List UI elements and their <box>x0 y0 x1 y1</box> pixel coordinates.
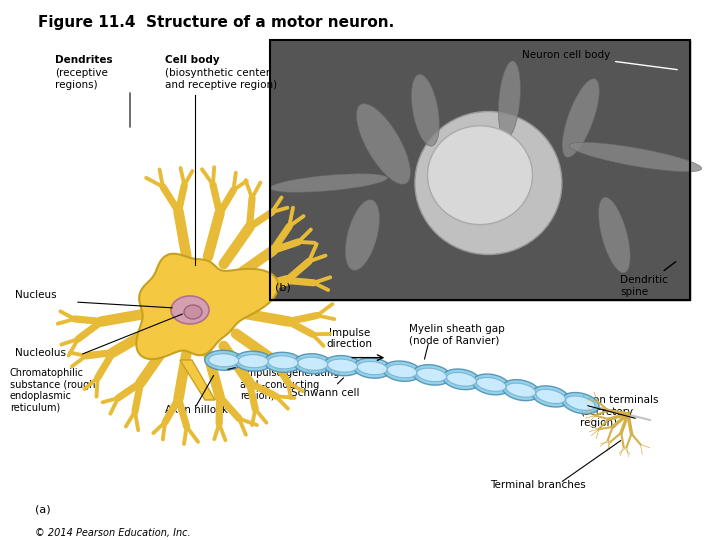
Ellipse shape <box>357 361 387 375</box>
Text: Myelin sheath gap
(node of Ranvier): Myelin sheath gap (node of Ranvier) <box>409 324 505 346</box>
Bar <box>270 40 690 300</box>
Ellipse shape <box>323 355 361 376</box>
Ellipse shape <box>598 197 630 273</box>
Ellipse shape <box>184 305 202 319</box>
Text: Schwann cell: Schwann cell <box>292 388 360 398</box>
Polygon shape <box>180 360 215 400</box>
Ellipse shape <box>209 354 239 367</box>
Text: Nucleolus: Nucleolus <box>15 348 66 358</box>
Ellipse shape <box>294 354 332 374</box>
Ellipse shape <box>238 355 269 368</box>
Text: Axon terminals
(secretory
region): Axon terminals (secretory region) <box>580 395 659 428</box>
FancyBboxPatch shape <box>270 40 690 300</box>
Ellipse shape <box>472 374 510 395</box>
Ellipse shape <box>346 200 379 271</box>
Text: (biosynthetic center
and receptive region): (biosynthetic center and receptive regio… <box>165 68 277 90</box>
Text: (impulse-generating
and -conducting
region): (impulse-generating and -conducting regi… <box>240 368 339 401</box>
Ellipse shape <box>417 368 446 382</box>
Text: Axon hillock: Axon hillock <box>165 405 228 415</box>
Ellipse shape <box>570 142 701 172</box>
Text: Axon: Axon <box>240 355 269 365</box>
Ellipse shape <box>204 350 243 370</box>
Ellipse shape <box>387 364 417 378</box>
Ellipse shape <box>235 351 272 371</box>
Ellipse shape <box>264 352 302 373</box>
Ellipse shape <box>171 296 209 324</box>
Ellipse shape <box>328 359 358 372</box>
Ellipse shape <box>443 369 480 390</box>
Text: Chromatophilic
substance (rough
endoplasmic
reticulum): Chromatophilic substance (rough endoplas… <box>10 368 96 413</box>
Text: Dendritic
spine: Dendritic spine <box>620 262 676 296</box>
Ellipse shape <box>411 75 439 146</box>
Ellipse shape <box>356 104 410 184</box>
Text: Figure 11.4  Structure of a motor neuron.: Figure 11.4 Structure of a motor neuron. <box>38 15 395 30</box>
Ellipse shape <box>383 361 421 381</box>
Ellipse shape <box>532 386 570 407</box>
Ellipse shape <box>446 373 477 386</box>
Ellipse shape <box>428 126 533 225</box>
Ellipse shape <box>268 356 298 369</box>
Ellipse shape <box>506 383 536 397</box>
Bar <box>270 40 690 300</box>
Ellipse shape <box>354 358 391 378</box>
Text: Impulse
direction: Impulse direction <box>326 328 372 349</box>
Text: Cell body: Cell body <box>165 55 220 65</box>
Text: (b): (b) <box>275 282 291 292</box>
Ellipse shape <box>562 393 599 414</box>
Polygon shape <box>136 254 279 359</box>
Ellipse shape <box>498 61 521 139</box>
Text: © 2014 Pearson Education, Inc.: © 2014 Pearson Education, Inc. <box>35 528 191 538</box>
Ellipse shape <box>415 111 562 254</box>
Ellipse shape <box>566 396 595 410</box>
Ellipse shape <box>503 380 540 401</box>
Text: (a): (a) <box>35 505 50 515</box>
Ellipse shape <box>562 79 599 157</box>
Ellipse shape <box>536 389 565 403</box>
Text: Nucleus: Nucleus <box>15 290 57 300</box>
Text: Terminal branches: Terminal branches <box>490 480 586 490</box>
Ellipse shape <box>298 357 328 370</box>
Text: (receptive
regions): (receptive regions) <box>55 68 108 90</box>
Text: Neuron cell body: Neuron cell body <box>522 50 678 70</box>
Ellipse shape <box>477 377 506 392</box>
Text: Dendrites: Dendrites <box>55 55 112 65</box>
Ellipse shape <box>413 364 451 385</box>
Ellipse shape <box>270 174 387 192</box>
